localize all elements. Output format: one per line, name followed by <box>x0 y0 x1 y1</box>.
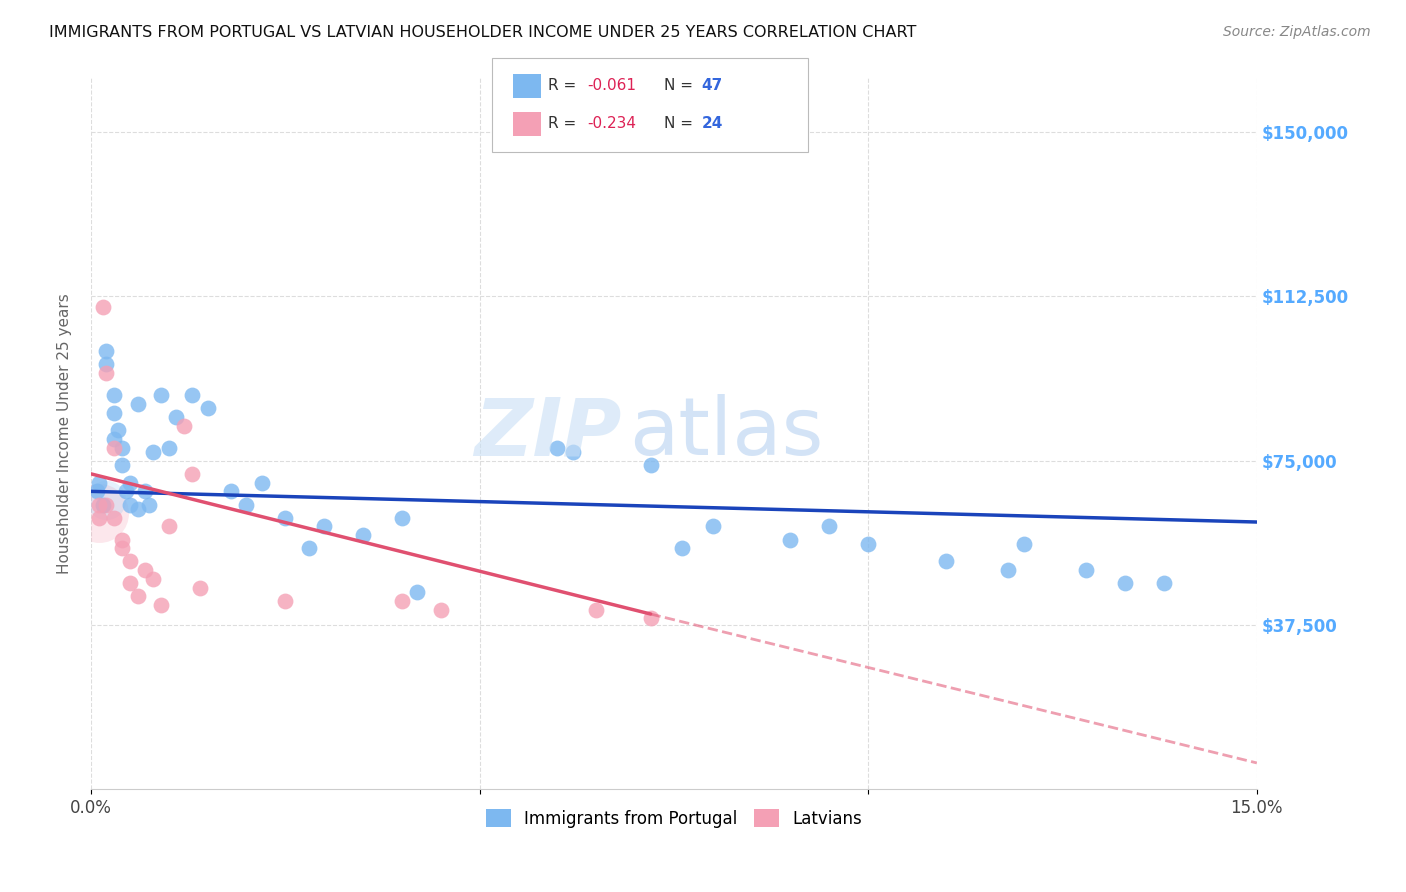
Point <box>546 441 568 455</box>
Legend: Immigrants from Portugal, Latvians: Immigrants from Portugal, Latvians <box>479 803 869 834</box>
Point <box>1012 537 1035 551</box>
Point <box>165 409 187 424</box>
Point <box>91 301 114 315</box>
Point <box>138 498 160 512</box>
Point <box>103 405 125 419</box>
Text: -0.061: -0.061 <box>588 78 637 93</box>
Point <box>134 484 156 499</box>
Point <box>274 594 297 608</box>
Text: N =: N = <box>664 117 693 131</box>
Point <box>406 585 429 599</box>
Point <box>87 506 110 520</box>
Point <box>127 590 149 604</box>
Point <box>115 484 138 499</box>
Point <box>640 458 662 472</box>
Point <box>103 388 125 402</box>
Text: -0.234: -0.234 <box>588 117 637 131</box>
Point <box>181 467 204 481</box>
Point <box>103 432 125 446</box>
Text: R =: R = <box>548 117 576 131</box>
Point <box>142 572 165 586</box>
Point <box>352 528 374 542</box>
Point <box>87 510 110 524</box>
Point <box>856 537 879 551</box>
Point <box>1153 576 1175 591</box>
Point <box>127 502 149 516</box>
Point <box>235 498 257 512</box>
Point <box>702 519 724 533</box>
Point <box>96 493 118 508</box>
Point <box>118 498 141 512</box>
Point <box>149 388 172 402</box>
Point <box>96 357 118 371</box>
Point <box>111 441 134 455</box>
Text: Source: ZipAtlas.com: Source: ZipAtlas.com <box>1223 25 1371 39</box>
Point <box>111 533 134 547</box>
Point <box>188 581 211 595</box>
Point <box>935 554 957 568</box>
Point <box>1114 576 1136 591</box>
Text: 24: 24 <box>702 117 723 131</box>
Point <box>149 599 172 613</box>
Point <box>779 533 801 547</box>
Point <box>111 458 134 472</box>
Point <box>96 366 118 380</box>
Point <box>134 563 156 577</box>
Point <box>96 344 118 359</box>
Point <box>127 397 149 411</box>
Point <box>219 484 242 499</box>
Point <box>142 445 165 459</box>
Point <box>173 418 195 433</box>
Point <box>314 519 336 533</box>
Point <box>640 611 662 625</box>
Point <box>103 510 125 524</box>
Point <box>157 519 180 533</box>
Point <box>118 554 141 568</box>
Point <box>181 388 204 402</box>
Point <box>118 475 141 490</box>
Y-axis label: Householder Income Under 25 years: Householder Income Under 25 years <box>58 293 72 574</box>
Point <box>87 475 110 490</box>
Point <box>585 602 607 616</box>
Point <box>197 401 219 416</box>
Point <box>118 576 141 591</box>
Text: N =: N = <box>664 78 693 93</box>
Point <box>96 498 118 512</box>
Point <box>86 484 108 499</box>
Text: R =: R = <box>548 78 576 93</box>
Point <box>429 602 451 616</box>
Text: IMMIGRANTS FROM PORTUGAL VS LATVIAN HOUSEHOLDER INCOME UNDER 25 YEARS CORRELATIO: IMMIGRANTS FROM PORTUGAL VS LATVIAN HOUS… <box>49 25 917 40</box>
Text: ZIP: ZIP <box>474 394 621 473</box>
Point <box>1074 563 1097 577</box>
Point <box>157 441 180 455</box>
Point <box>91 498 114 512</box>
Point <box>671 541 693 556</box>
Point <box>391 510 413 524</box>
Point <box>818 519 841 533</box>
Point <box>111 541 134 556</box>
Point <box>250 475 273 490</box>
Point <box>103 441 125 455</box>
Text: 47: 47 <box>702 78 723 93</box>
Point <box>997 563 1019 577</box>
Point <box>297 541 319 556</box>
Point <box>391 594 413 608</box>
Point <box>87 498 110 512</box>
Point <box>107 423 129 437</box>
Text: atlas: atlas <box>630 394 824 473</box>
Point <box>561 445 583 459</box>
Point <box>274 510 297 524</box>
